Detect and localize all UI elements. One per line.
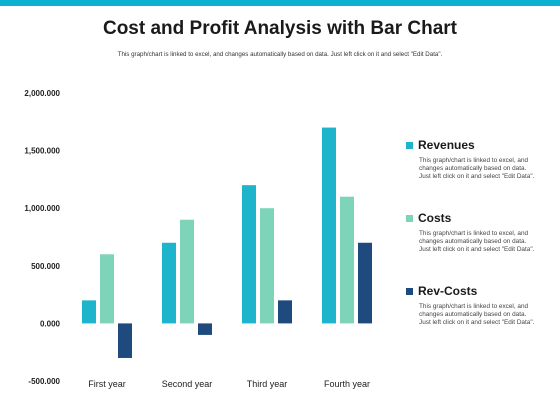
legend-item-rev-costs: Rev-Costs This graph/chart is linked to … — [406, 284, 556, 327]
legend-item-costs: Costs This graph/chart is linked to exce… — [406, 211, 556, 254]
bar-rev-costs — [198, 323, 212, 335]
top-accent-bar — [0, 0, 560, 6]
bar-costs — [260, 208, 274, 324]
legend-description-costs: This graph/chart is linked to excel, and… — [419, 230, 535, 253]
bar-costs — [340, 196, 354, 324]
bar-revenues — [162, 242, 176, 324]
legend-label-revenues: Revenues — [418, 138, 475, 152]
x-category-label: Third year — [247, 379, 288, 389]
y-tick-label: 1,500.000 — [24, 147, 60, 156]
y-tick-label: -500.000 — [28, 377, 60, 386]
bar-revenues — [322, 127, 336, 324]
y-tick-label: 1,000.000 — [24, 204, 60, 213]
y-tick-label: 500.000 — [31, 262, 60, 271]
legend-label-costs: Costs — [418, 211, 452, 225]
y-tick-label: 0.000 — [40, 319, 61, 328]
legend-description-rev-costs: This graph/chart is linked to excel, and… — [419, 303, 535, 326]
legend-description-revenues: This graph/chart is linked to excel, and… — [419, 157, 535, 180]
bar-rev-costs — [358, 242, 372, 324]
bar-rev-costs — [118, 323, 132, 358]
page-subtitle: This graph/chart is linked to excel, and… — [117, 51, 443, 58]
y-tick-label: 2,000.000 — [24, 89, 60, 98]
bar-costs — [100, 254, 114, 324]
bar-costs — [180, 219, 194, 324]
legend-swatch-costs — [406, 214, 413, 222]
x-category-label: First year — [88, 379, 126, 389]
page-title: Cost and Profit Analysis with Bar Chart — [102, 18, 457, 39]
legend-item-revenues: Revenues This graph/chart is linked to e… — [406, 138, 556, 181]
x-category-label: Fourth year — [324, 379, 370, 389]
bar-revenues — [242, 185, 256, 324]
legend-swatch-rev-costs — [406, 287, 413, 295]
bar-rev-costs — [278, 300, 292, 324]
legend-swatch-revenues — [406, 141, 413, 149]
bar-revenues — [82, 300, 96, 324]
x-category-label: Second year — [162, 379, 213, 389]
legend-label-rev-costs: Rev-Costs — [418, 284, 478, 298]
